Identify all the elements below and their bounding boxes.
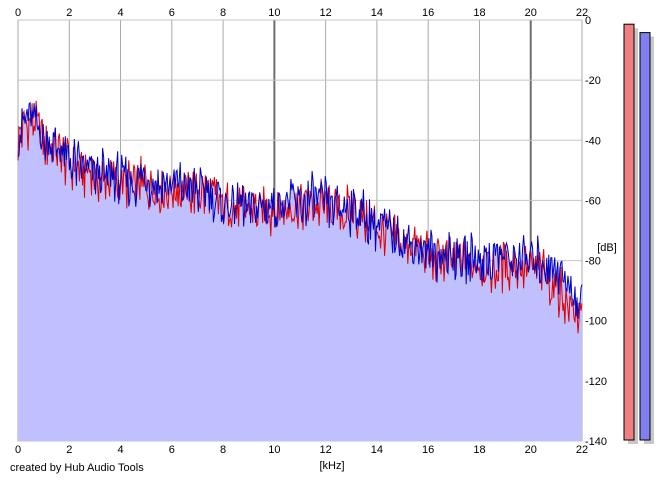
x-axis-label: [kHz] (319, 460, 344, 472)
x-tick-label-top: 0 (15, 7, 21, 19)
x-tick-label-bottom: 0 (15, 444, 21, 456)
x-tick-label-bottom: 18 (473, 444, 485, 456)
x-tick-label-top: 4 (117, 7, 123, 19)
x-tick-label-top: 10 (268, 7, 280, 19)
x-tick-label-bottom: 22 (576, 444, 588, 456)
y-axis-label: [dB] (597, 242, 617, 254)
x-tick-label-top: 2 (66, 7, 72, 19)
y-tick-label: -60 (585, 195, 601, 207)
y-tick-label: -140 (585, 436, 607, 448)
x-tick-label-top: 16 (422, 7, 434, 19)
x-tick-label-top: 6 (169, 7, 175, 19)
x-tick-label-bottom: 6 (169, 444, 175, 456)
series-line-blue (17, 101, 583, 319)
tick-labels: 002244668810101212141416161818202022220-… (15, 7, 607, 456)
y-tick-label: -20 (585, 75, 601, 87)
y-tick-label: -80 (585, 256, 601, 268)
spectrum-fill (18, 100, 582, 442)
x-tick-label-bottom: 2 (66, 444, 72, 456)
x-tick-label-bottom: 16 (422, 444, 434, 456)
x-tick-label-top: 14 (371, 7, 383, 19)
x-tick-label-bottom: 14 (371, 444, 383, 456)
x-tick-label-bottom: 10 (268, 444, 280, 456)
y-tick-label: 0 (585, 15, 591, 27)
x-tick-label-bottom: 4 (117, 444, 123, 456)
left-channel-meter (623, 23, 635, 441)
x-tick-label-top: 22 (576, 7, 588, 19)
y-tick-label: -100 (585, 316, 607, 328)
level-meters (623, 23, 654, 444)
x-tick-label-top: 8 (220, 7, 226, 19)
right-channel-meter (639, 32, 651, 441)
x-tick-label-top: 20 (525, 7, 537, 19)
x-tick-label-bottom: 12 (320, 444, 332, 456)
credit-text: created by Hub Audio Tools (10, 462, 144, 474)
x-tick-label-top: 12 (320, 7, 332, 19)
x-tick-label-top: 18 (473, 7, 485, 19)
x-tick-label-bottom: 20 (525, 444, 537, 456)
y-tick-label: -120 (585, 376, 607, 388)
series-layer (17, 100, 583, 334)
x-tick-label-bottom: 8 (220, 444, 226, 456)
y-tick-label: -40 (585, 135, 601, 147)
